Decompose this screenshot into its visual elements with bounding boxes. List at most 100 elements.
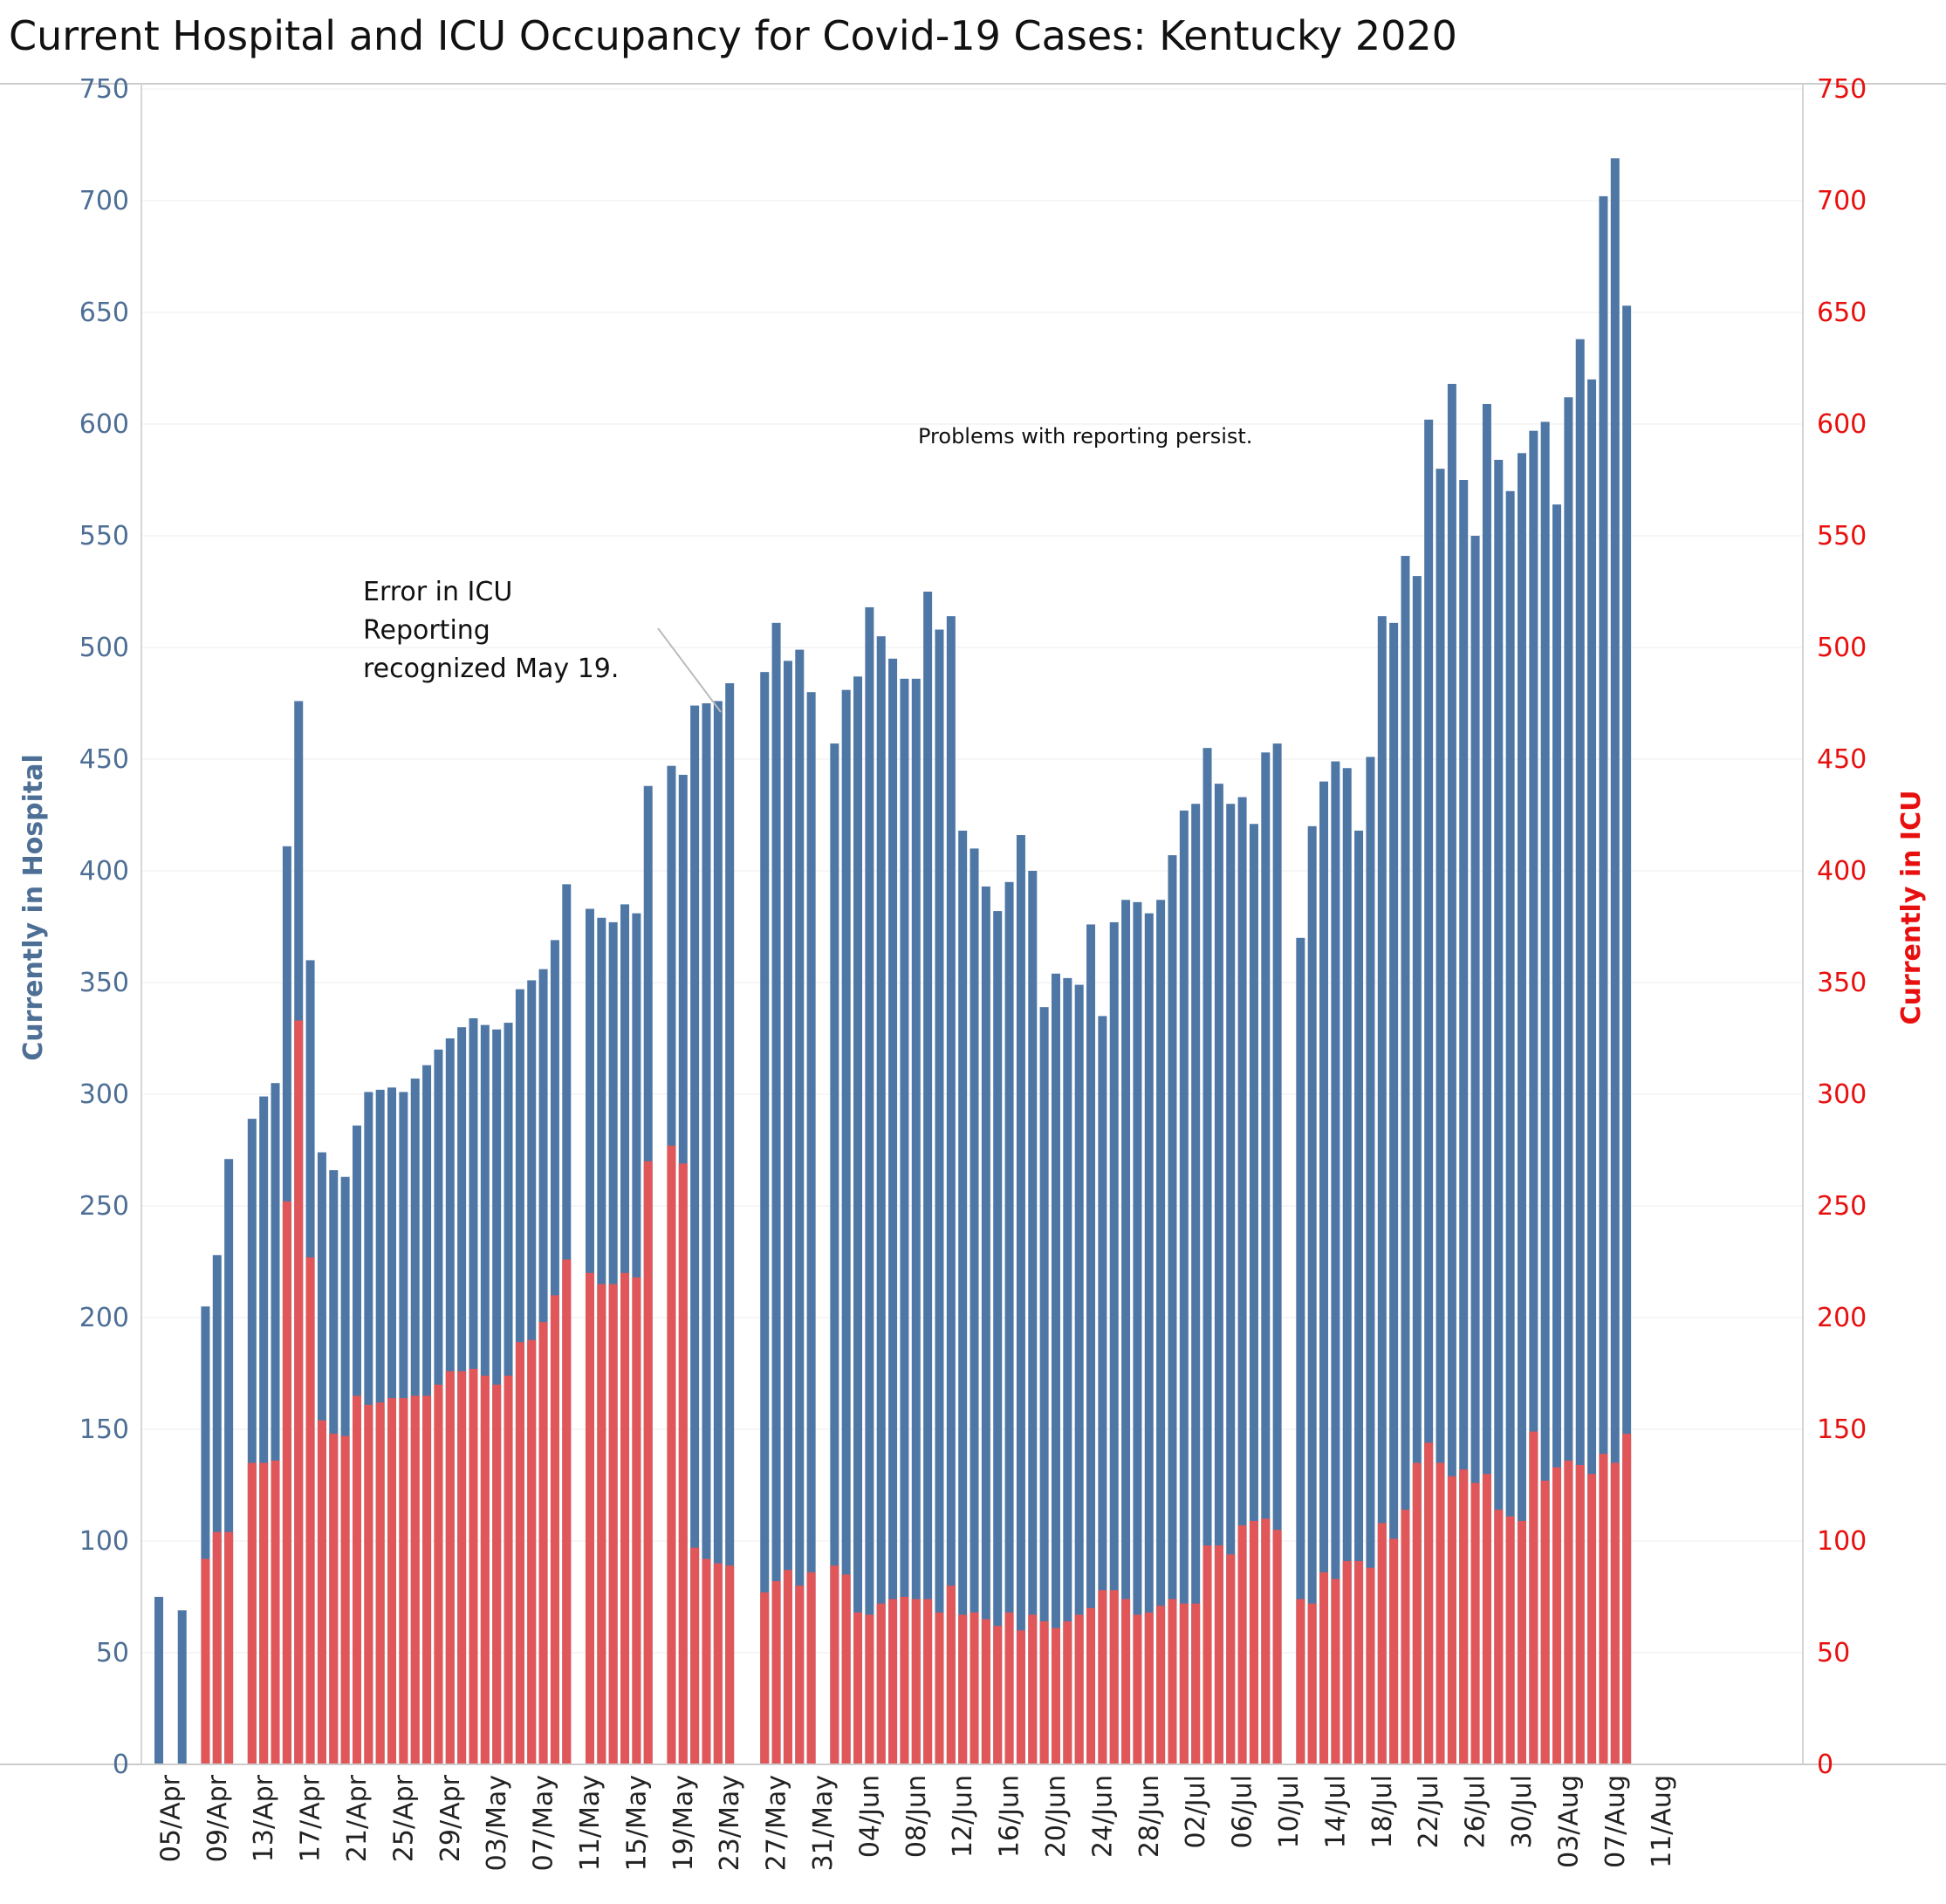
icu-bar [247, 1462, 257, 1764]
hospital-bar [1249, 824, 1258, 1764]
icu-bar [492, 1384, 502, 1764]
icu-bar [713, 1563, 723, 1764]
hospital-bar [1272, 743, 1282, 1764]
icu-bar [1447, 1476, 1456, 1764]
hospital-bar [1494, 459, 1504, 1765]
hospital-bar [1144, 913, 1154, 1764]
icu-bar [224, 1531, 234, 1764]
icu-bar [1226, 1554, 1236, 1764]
hospital-bar [1412, 576, 1422, 1764]
icu-bar [935, 1612, 944, 1764]
annotation-icu-error-line-1: Error in ICU [363, 577, 512, 607]
right-tick-label: 50 [1817, 1638, 1850, 1668]
icu-bar [515, 1342, 524, 1764]
left-axis-ticks: 0 50 100 150 200 250 300 350 400 450 500 550 600 650 7… [79, 74, 129, 1780]
x-tick-label: 07/May [529, 1775, 559, 1871]
right-axis-title: Currently in ICU [1896, 791, 1927, 1025]
hospital-bar [1540, 421, 1550, 1765]
icu-bar [1249, 1520, 1258, 1764]
hospital-bar [1028, 871, 1038, 1764]
icu-bar [667, 1145, 676, 1764]
hospital-bar [690, 705, 700, 1764]
icu-bar [212, 1531, 222, 1764]
icu-bar [1272, 1530, 1282, 1764]
icu-bar [643, 1161, 653, 1764]
hospital-bar [1377, 616, 1387, 1765]
hospital-bar [923, 592, 933, 1764]
hospital-bar [876, 636, 886, 1765]
chart-title: Current Hospital and ICU Occupancy for C… [9, 12, 1457, 59]
x-tick-label: 05/Apr [155, 1774, 186, 1862]
icu-bar [1470, 1483, 1480, 1764]
icu-bar [760, 1592, 770, 1764]
hospital-bar [1366, 757, 1375, 1765]
hospital-bar [760, 672, 770, 1765]
left-tick-label: 100 [79, 1526, 129, 1557]
icu-bar [1587, 1474, 1597, 1764]
icu-bar [352, 1395, 361, 1764]
x-tick-label: 30/Jul [1507, 1775, 1538, 1848]
right-tick-label: 450 [1817, 744, 1867, 775]
hospital-bar [911, 678, 921, 1764]
hospital-bar [1203, 748, 1212, 1765]
right-tick-label: 600 [1817, 409, 1867, 440]
right-tick-label: 300 [1817, 1079, 1867, 1110]
x-tick-label: 27/May [762, 1775, 792, 1871]
hospital-bar [154, 1597, 164, 1764]
x-tick-label: 28/Jun [1134, 1775, 1165, 1858]
x-tick-label: 25/Apr [388, 1774, 419, 1862]
left-tick-label: 450 [79, 744, 129, 775]
hospital-bar [841, 689, 851, 1764]
hospital-bar [1133, 901, 1142, 1764]
annotation-reporting-persist: Problems with reporting persist. [918, 424, 1252, 449]
hospital-bar [1331, 761, 1340, 1764]
x-tick-label: 17/Apr [296, 1774, 326, 1862]
icu-bar [550, 1295, 559, 1764]
right-tick-label: 750 [1817, 74, 1867, 105]
icu-bar [911, 1599, 921, 1764]
hospital-bar [981, 886, 990, 1764]
left-tick-label: 150 [79, 1414, 129, 1445]
icu-bar [1004, 1612, 1014, 1764]
hospital-bar [783, 661, 792, 1764]
x-tick-label: 19/May [668, 1775, 699, 1871]
x-tick-label: 07/Aug [1600, 1775, 1631, 1868]
hospital-bar [1086, 924, 1096, 1764]
icu-bar [1074, 1614, 1084, 1764]
icu-bar [1424, 1442, 1434, 1764]
hospital-bar [1587, 379, 1597, 1764]
x-tick-label: 02/Jul [1181, 1775, 1211, 1848]
icu-bar [387, 1398, 397, 1764]
left-tick-label: 750 [79, 74, 129, 105]
icu-bar [608, 1284, 618, 1764]
right-tick-label: 200 [1817, 1303, 1867, 1333]
icu-bar [259, 1462, 269, 1764]
icu-bar [1261, 1518, 1271, 1764]
bars [154, 158, 1632, 1765]
x-tick-label: 14/Jul [1320, 1775, 1351, 1848]
icu-bar [1459, 1469, 1469, 1764]
x-tick-label: 16/Jun [995, 1775, 1025, 1858]
x-tick-label: 22/Jul [1414, 1775, 1444, 1848]
hospital-bar [1004, 881, 1014, 1764]
icu-bar [282, 1201, 291, 1764]
x-tick-label: 18/Jul [1367, 1775, 1398, 1848]
icu-bar [702, 1558, 711, 1764]
icu-bar [1494, 1510, 1504, 1764]
icu-bar [1517, 1520, 1526, 1764]
icu-bar [806, 1572, 816, 1764]
icu-bar [469, 1368, 478, 1764]
hospital-bar [1447, 383, 1456, 1764]
icu-bar [946, 1586, 956, 1764]
icu-bar [480, 1375, 490, 1764]
right-tick-label: 700 [1817, 186, 1867, 216]
icu-bar [585, 1272, 594, 1764]
icu-bar [841, 1574, 851, 1764]
hospital-bar [1552, 504, 1562, 1765]
annotation-icu-error-line-2: Reporting [363, 615, 490, 646]
icu-bar [422, 1395, 432, 1764]
icu-bar [1412, 1462, 1422, 1764]
hospital-bar [1599, 195, 1608, 1764]
